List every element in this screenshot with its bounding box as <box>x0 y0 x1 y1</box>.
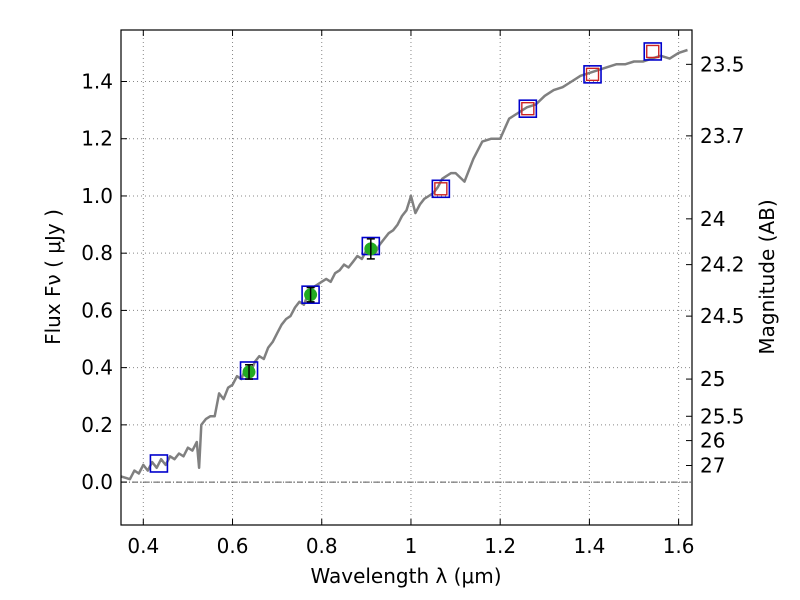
x-tick-label: 1 <box>405 534 418 558</box>
model-flux-square <box>643 42 663 61</box>
nir-flux-square <box>585 67 600 82</box>
model-flux-square <box>149 454 169 473</box>
nir-flux-square <box>521 101 535 116</box>
model-flux-square <box>301 285 320 304</box>
y-tick-label: 0.6 <box>81 298 113 322</box>
y2-tick-label: 25 <box>700 367 725 391</box>
plot-frame <box>120 29 693 526</box>
y-tick-label: 0.8 <box>81 241 113 265</box>
y2-tick-label: 23.5 <box>700 52 745 76</box>
y-tick-label: 1.0 <box>81 184 113 208</box>
y2-tick-label: 27 <box>700 453 725 477</box>
y-tick-label: 0.4 <box>81 356 113 380</box>
y-axis-label: Flux Fν ( μJy ) <box>41 209 65 345</box>
nir-flux-square <box>434 182 448 196</box>
x-tick-label: 0.4 <box>127 534 159 558</box>
spectrum-line <box>120 48 688 481</box>
x-tick-label: 1.6 <box>663 534 695 558</box>
x-tick-label: 1.2 <box>484 534 516 558</box>
nir-flux-square <box>646 44 660 59</box>
y2-axis-label: Magnitude (AB) <box>755 199 779 354</box>
y-tick-label: 1.4 <box>81 70 113 94</box>
x-axis-label: Wavelength λ (μm) <box>310 564 501 588</box>
y-tick-label: 0.0 <box>81 470 113 494</box>
y2-tick-label: 24.5 <box>700 304 745 328</box>
y2-tick-label: 25.5 <box>700 404 745 428</box>
grid <box>121 30 692 525</box>
y-tick-label: 0.2 <box>81 413 113 437</box>
spectrum <box>120 48 688 481</box>
y2-tick-label: 24.2 <box>700 253 745 277</box>
x-tick-label: 0.6 <box>217 534 249 558</box>
y2-tick-label: 26 <box>700 429 725 453</box>
y2-tick-label: 24 <box>700 207 725 231</box>
x-tick-label: 0.8 <box>306 534 338 558</box>
x-tick-label: 1.4 <box>573 534 605 558</box>
markers <box>149 42 663 473</box>
model-flux-square <box>518 99 538 118</box>
ticks: 0.4 0.6 0.8 1 1.2 1.4 1.6 0.0 0.2 0.4 0.6 0.8 1.0 1.2… <box>81 30 745 558</box>
model-flux-square <box>583 65 602 84</box>
model-flux-square <box>431 179 451 199</box>
y-tick-label: 1.2 <box>81 127 113 151</box>
y2-tick-label: 23.7 <box>700 124 745 148</box>
